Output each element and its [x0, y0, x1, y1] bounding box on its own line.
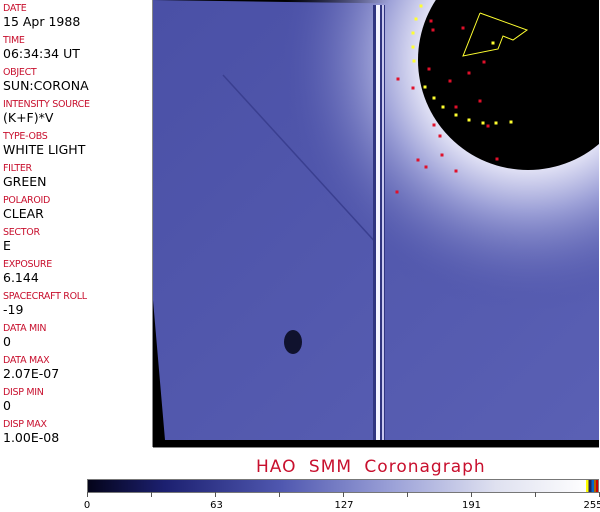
colorbar-tick-label: 63	[210, 500, 223, 511]
dust-spot	[284, 330, 302, 354]
header-info-panel: DATE 15 Apr 1988 TIME 06:34:34 UT OBJECT SUN:…	[0, 0, 153, 447]
colorbar-tick	[343, 492, 344, 497]
field-value: 0	[3, 398, 11, 413]
field-label: DATE	[3, 3, 27, 14]
field-value: 2.07E-07	[3, 366, 60, 381]
star-marker-yellow	[412, 59, 416, 63]
star-marker-red	[467, 71, 471, 75]
star-marker-red	[478, 99, 482, 103]
field-value: 6.144	[3, 270, 39, 285]
field-label: DISP MAX	[3, 419, 47, 430]
field-value: 0	[3, 334, 11, 349]
star-marker-red	[427, 67, 431, 71]
star-marker-yellow	[411, 31, 415, 35]
star-marker-yellow	[432, 96, 436, 100]
field-label: POLAROID	[3, 195, 51, 206]
colorbar-tick	[215, 492, 216, 497]
field-value: (K+F)*V	[3, 110, 54, 125]
star-marker-yellow	[494, 121, 498, 125]
star-marker-red	[440, 153, 444, 157]
colorbar	[87, 479, 599, 493]
star-marker-yellow	[509, 120, 513, 124]
field-label: DATA MAX	[3, 355, 50, 366]
field-value: GREEN	[3, 174, 47, 189]
star-marker-red	[454, 105, 458, 109]
star-marker-yellow	[454, 113, 458, 117]
star-marker-red	[396, 77, 400, 81]
field-value: 1.00E-08	[3, 430, 60, 445]
star-marker-red	[461, 26, 465, 30]
star-marker-red	[448, 79, 452, 83]
field-value: 15 Apr 1988	[3, 14, 81, 29]
star-markers	[395, 4, 513, 194]
star-marker-red	[416, 158, 420, 162]
field-value: E	[3, 238, 11, 253]
colorbar-tick	[279, 492, 280, 497]
field-label: FILTER	[3, 163, 32, 174]
star-marker-yellow	[441, 105, 445, 109]
star-marker-yellow	[467, 118, 471, 122]
star-marker-red	[424, 165, 428, 169]
field-label: SPACECRAFT ROLL	[3, 291, 87, 302]
plot-title: HAO SMM Coronagraph	[256, 457, 486, 477]
colorbar-tick-label: 127	[334, 500, 354, 511]
colorbar-tick	[407, 492, 408, 497]
colorbar-overlay-colors	[586, 480, 598, 492]
occulter-disk	[418, 0, 599, 170]
constellation-outline	[462, 12, 529, 57]
star-marker-yellow	[419, 4, 423, 8]
diagonal-streak	[222, 74, 379, 246]
star-marker-yellow	[411, 45, 415, 49]
star-marker-red	[486, 124, 490, 128]
star-marker-red	[495, 157, 499, 161]
field-label: INTENSITY SOURCE	[3, 99, 90, 110]
colorbar-tick	[471, 492, 472, 497]
star-marker-red	[411, 86, 415, 90]
star-marker-red	[432, 123, 436, 127]
star-marker-red	[429, 19, 433, 23]
colorbar-tick-label: 255	[583, 500, 600, 511]
coronagraph-image	[153, 0, 599, 448]
field-value: CLEAR	[3, 206, 44, 221]
star-marker-red	[431, 28, 435, 32]
field-value: 06:34:34 UT	[3, 46, 80, 61]
field-label: DISP MIN	[3, 387, 44, 398]
field-label: OBJECT	[3, 67, 37, 78]
colorbar-tick-label: 191	[461, 500, 482, 511]
star-marker-yellow	[423, 85, 427, 89]
field-value: WHITE LIGHT	[3, 142, 86, 157]
field-label: SECTOR	[3, 227, 40, 238]
star-marker-red	[454, 169, 458, 173]
field-label: DATA MIN	[3, 323, 47, 334]
field-value: SUN:CORONA	[3, 78, 89, 93]
colorbar-tick	[535, 492, 536, 497]
star-marker-yellow	[491, 41, 495, 45]
star-marker-yellow	[414, 17, 418, 21]
field-label: EXPOSURE	[3, 259, 52, 270]
star-marker-red	[438, 134, 442, 138]
field-value: -19	[3, 302, 24, 317]
colorbar-tick	[151, 492, 152, 497]
star-marker-red	[395, 190, 399, 194]
field-label: TIME	[3, 35, 25, 46]
star-marker-yellow	[481, 121, 485, 125]
colorbar-tick	[87, 492, 88, 497]
field-label: TYPE-OBS	[3, 131, 48, 142]
colorbar-tick-label: 0	[83, 500, 91, 511]
star-marker-red	[482, 60, 486, 64]
